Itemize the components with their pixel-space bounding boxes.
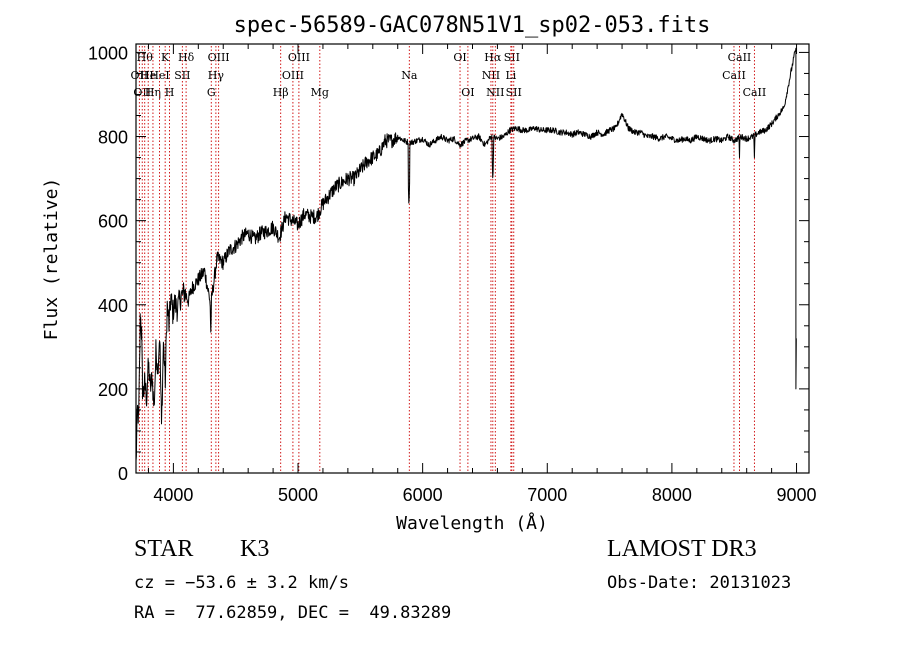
y-tick-label-2: 400 xyxy=(98,296,128,316)
line-marker-label-8: SII xyxy=(174,69,190,82)
x-tick-label-2: 6000 xyxy=(403,485,443,505)
survey-label: LAMOST DR3 xyxy=(607,536,757,562)
x-tick-label-3: 7000 xyxy=(527,485,567,505)
line-marker-label-17: Na xyxy=(401,69,418,82)
y-tick-label-0: 0 xyxy=(118,464,128,484)
line-marker-label-18: OI xyxy=(453,51,466,64)
line-marker-label-21: Hα xyxy=(484,51,502,64)
y-tick-label-5: 1000 xyxy=(88,43,128,63)
line-marker-label-23: SII xyxy=(504,51,520,64)
plot-frame xyxy=(135,43,810,474)
series-spectrum-line xyxy=(135,47,797,461)
line-marker-label-3: He xyxy=(140,69,156,82)
y-tick-label-1: 200 xyxy=(98,380,128,400)
line-marker-label-0: OII xyxy=(131,69,149,82)
line-marker-label-16: Mg xyxy=(311,86,329,99)
axis-ticks: 4000 5000 6000 7000 8000 9000 0 200 400 600 800 100… xyxy=(88,43,817,505)
x-tick-label-5: 9000 xyxy=(777,485,817,505)
line-marker-label-24: SII xyxy=(506,86,522,99)
line-marker-label-19: OI xyxy=(461,86,474,99)
line-marker-label-4: Hη xyxy=(145,86,161,99)
chart-title: spec-56589-GAC078N51V1_sp02-053.fits xyxy=(234,13,711,38)
coordinates-label: RA = 77.62859, DEC = 49.83289 xyxy=(134,603,452,623)
line-marker-label-15: OIII xyxy=(288,51,310,64)
line-marker-label-22: NII xyxy=(486,86,504,99)
x-tick-label-0: 4000 xyxy=(153,485,193,505)
line-marker-label-28: CaII xyxy=(743,86,767,99)
object-subclass: K3 xyxy=(240,536,270,562)
line-marker-label-6: K xyxy=(161,51,170,64)
line-marker-label-25: Li xyxy=(505,69,516,82)
line-marker-label-14: OIII xyxy=(282,69,304,82)
series-layer xyxy=(135,47,797,461)
line-marker-label-10: G xyxy=(207,86,216,99)
y-axis-label: Flux (relative) xyxy=(41,178,62,341)
line-marker-label-9: Hδ xyxy=(178,51,195,64)
line-marker-label-1: OII xyxy=(133,86,151,99)
line-marker-label-11: Hγ xyxy=(208,69,225,82)
line-marker-label-5: HeI xyxy=(149,69,169,82)
line-marker-label-20: NII xyxy=(482,69,500,82)
x-tick-label-1: 5000 xyxy=(278,485,318,505)
line-marker-label-12: OIII xyxy=(208,51,230,64)
y-tick-label-4: 800 xyxy=(98,128,128,148)
obs-date-label: Obs-Date: 20131023 xyxy=(607,573,792,593)
y-tick-label-3: 600 xyxy=(98,212,128,232)
x-axis-label: Wavelength (Å) xyxy=(396,512,548,534)
line-marker-label-7: H xyxy=(165,86,175,99)
line-marker-label-27: CaII xyxy=(728,51,752,64)
object-class: STAR xyxy=(134,536,194,562)
line-marker-label-13: Hβ xyxy=(273,86,289,99)
line-marker-label-26: CaII xyxy=(722,69,746,82)
line-markers: OII OII Hθ He Hη HeI K H SII Hδ G Hγ OIII Hβ OIII OIII M… xyxy=(131,46,767,473)
line-marker-label-2: Hθ xyxy=(137,51,154,64)
x-tick-label-4: 8000 xyxy=(652,485,692,505)
velocity-label: cz = −53.6 ± 3.2 km/s xyxy=(134,573,349,593)
